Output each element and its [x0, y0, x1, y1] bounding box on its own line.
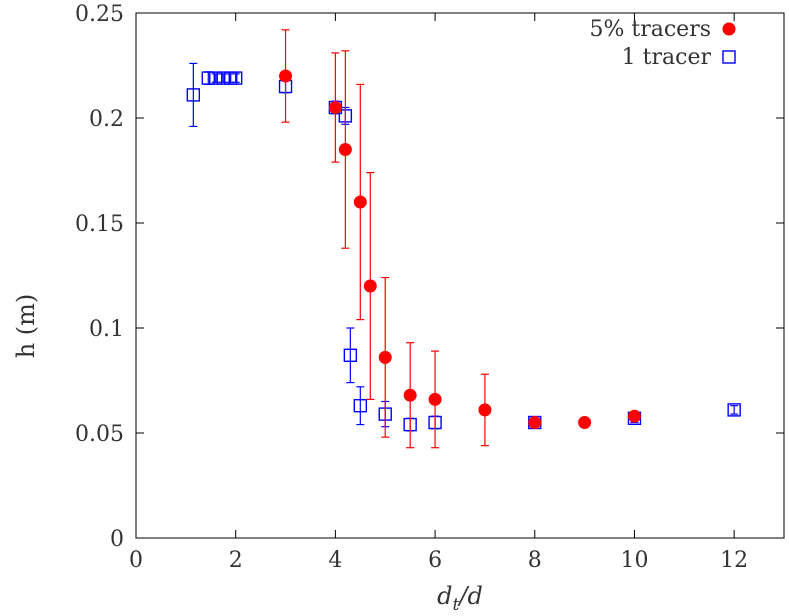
data-point-circle: [338, 143, 352, 156]
y-tick-label: 0: [110, 527, 124, 552]
series-one-tracer: [186, 62, 741, 432]
data-point-square: [353, 399, 368, 413]
x-axis-label-rest: /d: [457, 582, 482, 610]
x-tick-label: 6: [428, 548, 442, 573]
y-axis-label: h (m): [12, 294, 40, 359]
x-axis-label: dt/d: [437, 582, 483, 615]
x-tick-label: 8: [528, 548, 542, 573]
data-point-square: [186, 88, 201, 102]
y-tick-label: 0.1: [89, 317, 124, 342]
legend: 5% tracers 1 tracer: [589, 17, 736, 70]
data-point-circle: [428, 392, 442, 406]
x-axis-label-subscript: t: [453, 595, 460, 615]
data-point-circle: [478, 403, 492, 417]
data-point-circle: [528, 416, 542, 429]
data-point-circle: [578, 416, 592, 429]
x-tick-label: 10: [620, 548, 648, 573]
y-tick-label: 0.2: [89, 107, 124, 132]
data-point-square: [343, 348, 358, 362]
data-point-circle: [403, 388, 417, 402]
legend-label-0: 5% tracers: [589, 17, 711, 42]
x-tick-label: 2: [229, 548, 243, 573]
data-point-circle: [328, 101, 342, 114]
x-tick-label: 0: [129, 548, 143, 573]
data-point-circle: [353, 195, 367, 209]
data-point-square: [228, 71, 243, 85]
series-five-percent-tracers: [279, 29, 641, 449]
x-axis-label-d: d: [437, 582, 452, 610]
data-point-circle: [627, 409, 641, 423]
data-point-square: [727, 403, 741, 417]
y-tick-label: 0.15: [75, 212, 124, 237]
series-layer: [186, 29, 741, 449]
y-tick-label: 0.05: [75, 422, 124, 447]
x-tick-label: 12: [720, 548, 748, 573]
legend-marker-square: [722, 50, 736, 64]
legend-label-1: 1 tracer: [622, 45, 712, 70]
y-tick-label: 0.25: [75, 2, 124, 27]
data-point-square: [201, 71, 215, 85]
data-point-circle: [378, 350, 392, 364]
axes-layer: 0 2 4 6 8 10 12 0 0.05 0.1 0.15 0.2 0.25: [75, 2, 785, 573]
plot-frame: [135, 12, 785, 539]
data-point-circle: [363, 279, 377, 293]
data-point-square: [209, 71, 223, 85]
x-tick-label: 4: [328, 548, 342, 573]
legend-marker-circle: [722, 22, 736, 36]
data-point-circle: [279, 69, 293, 83]
